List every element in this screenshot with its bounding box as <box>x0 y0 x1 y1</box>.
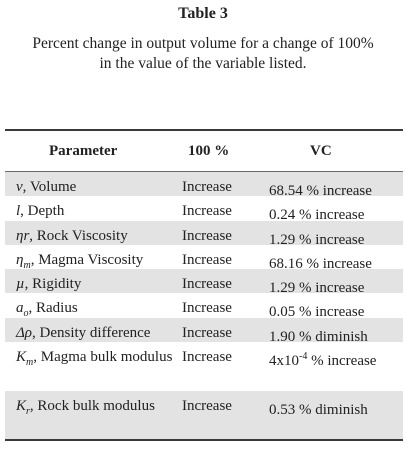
parameter-cell: Δρ, Density difference <box>16 321 186 351</box>
parameter-name: , Rock Viscosity <box>29 227 128 244</box>
parameter-cell: Km, Magma bulk modulus <box>16 345 186 375</box>
vc-cell: 1.90 % diminish <box>269 321 368 349</box>
table-row: ηr, Rock Viscosity Increase 1.29 % increas… <box>5 220 403 248</box>
parameter-symbol: K <box>16 349 27 366</box>
vc-cell: 1.29 % increase <box>269 224 364 252</box>
change-cell: Increase <box>182 251 232 268</box>
change-cell: Increase <box>182 324 232 341</box>
parameter-name: , Depth <box>20 203 65 220</box>
vc-value: 4x10 <box>269 353 299 370</box>
table-number: Table 3 <box>178 5 228 22</box>
caption-line-2: in the value of the variable listed. <box>99 55 307 72</box>
change-cell: Increase <box>182 179 232 195</box>
table-row: Km, Magma bulk modulus Increase 4x10-4 % i… <box>5 342 403 391</box>
vc-value: 1.90 % diminish <box>269 328 368 345</box>
vc-value: 68.16 % increase <box>269 255 372 272</box>
table-row: ηm, Magma Viscosity Increase 68.16 % incre… <box>5 245 403 272</box>
table-row: v, Volume Increase 68.54 % increase <box>5 172 403 199</box>
parameter-name: , Rigidity <box>24 276 82 293</box>
parameter-name: , Volume <box>22 179 77 195</box>
parameter-name: , Rock bulk modulus <box>29 397 155 414</box>
parameter-cell: µ, Rigidity <box>16 272 186 302</box>
parameter-symbol: K <box>16 397 27 414</box>
vc-cell: 0.05 % increase <box>269 296 364 324</box>
vc-value: 68.54 % increase <box>269 183 372 199</box>
parameter-symbol: µ <box>16 276 25 293</box>
parameter-cell: Kr, Rock bulk modulus <box>16 394 186 424</box>
data-table: Parameter 100 % VC v, Volume Increase 68.5… <box>5 129 403 442</box>
parameter-cell: ηr, Rock Viscosity <box>16 224 186 254</box>
vc-cell: 0.24 % increase <box>269 199 364 227</box>
vc-exponent: -4 <box>299 351 308 363</box>
vc-cell: 68.16 % increase <box>269 248 372 276</box>
parameter-name: , Radius <box>28 300 78 317</box>
table-row: ao, Radius Increase 0.05 % increase <box>5 293 403 320</box>
parameter-subscript: r <box>26 405 30 417</box>
header-100-percent: 100 % <box>188 143 230 159</box>
change-cell: Increase <box>182 227 232 244</box>
vc-cell: 4x10-4 % increase <box>269 345 376 373</box>
parameter-cell: ηm, Magma Viscosity <box>16 248 186 278</box>
vc-value: 1.29 % increase <box>269 231 365 248</box>
table-header-row: Parameter 100 % VC <box>5 131 403 172</box>
caption-line-1: Percent change in output volume for a ch… <box>32 35 374 52</box>
parameter-name: , Magma bulk modulus <box>33 349 173 366</box>
parameter-symbol: η <box>16 251 24 268</box>
vc-value: 0.24 % increase <box>269 207 365 224</box>
parameter-cell: l, Depth <box>16 199 186 229</box>
parameter-cell: v, Volume <box>16 175 186 205</box>
vc-cell: 68.54 % increase <box>269 175 372 203</box>
vc-value: 0.05 % increase <box>269 304 365 321</box>
vc-value: 1.29 % increase <box>269 280 365 297</box>
change-cell: Increase <box>182 397 232 414</box>
table-row: l, Depth Increase 0.24 % increase <box>5 196 403 223</box>
header-parameter: Parameter <box>49 143 118 159</box>
parameter-name: , Magma Viscosity <box>30 251 144 268</box>
table-row: µ, Rigidity Increase 1.29 % increase <box>5 269 403 296</box>
change-cell: Increase <box>182 300 232 317</box>
vc-value: 0.53 % diminish <box>269 401 368 418</box>
parameter-symbol: Δρ <box>16 324 33 341</box>
parameter-subscript: m <box>26 357 34 369</box>
parameter-name: , Density difference <box>32 324 151 341</box>
parameter-symbol: a <box>16 300 24 317</box>
vc-cell: 1.29 % increase <box>269 272 364 300</box>
parameter-symbol: ηr <box>16 227 30 244</box>
change-cell: Increase <box>182 203 232 220</box>
table-row: Kr, Rock bulk modulus Increase 0.53 % dimi… <box>5 390 403 440</box>
change-cell: Increase <box>182 276 232 293</box>
parameter-symbol: l <box>16 203 21 220</box>
table-row: Δρ, Density difference Increase 1.90 % dim… <box>5 317 403 345</box>
change-cell: Increase <box>182 349 232 366</box>
vc-cell: 0.53 % diminish <box>269 394 368 422</box>
parameter-subscript: o <box>23 308 29 320</box>
parameter-subscript: m <box>23 259 31 271</box>
header-vc: VC <box>310 143 332 159</box>
table-body: v, Volume Increase 68.54 % increase l, Dept… <box>5 172 403 440</box>
table-caption: Percent change in output volume for a ch… <box>0 34 406 74</box>
vc-unit: % increase <box>307 353 377 370</box>
parameter-symbol: v <box>16 179 23 195</box>
parameter-cell: ao, Radius <box>16 296 186 326</box>
